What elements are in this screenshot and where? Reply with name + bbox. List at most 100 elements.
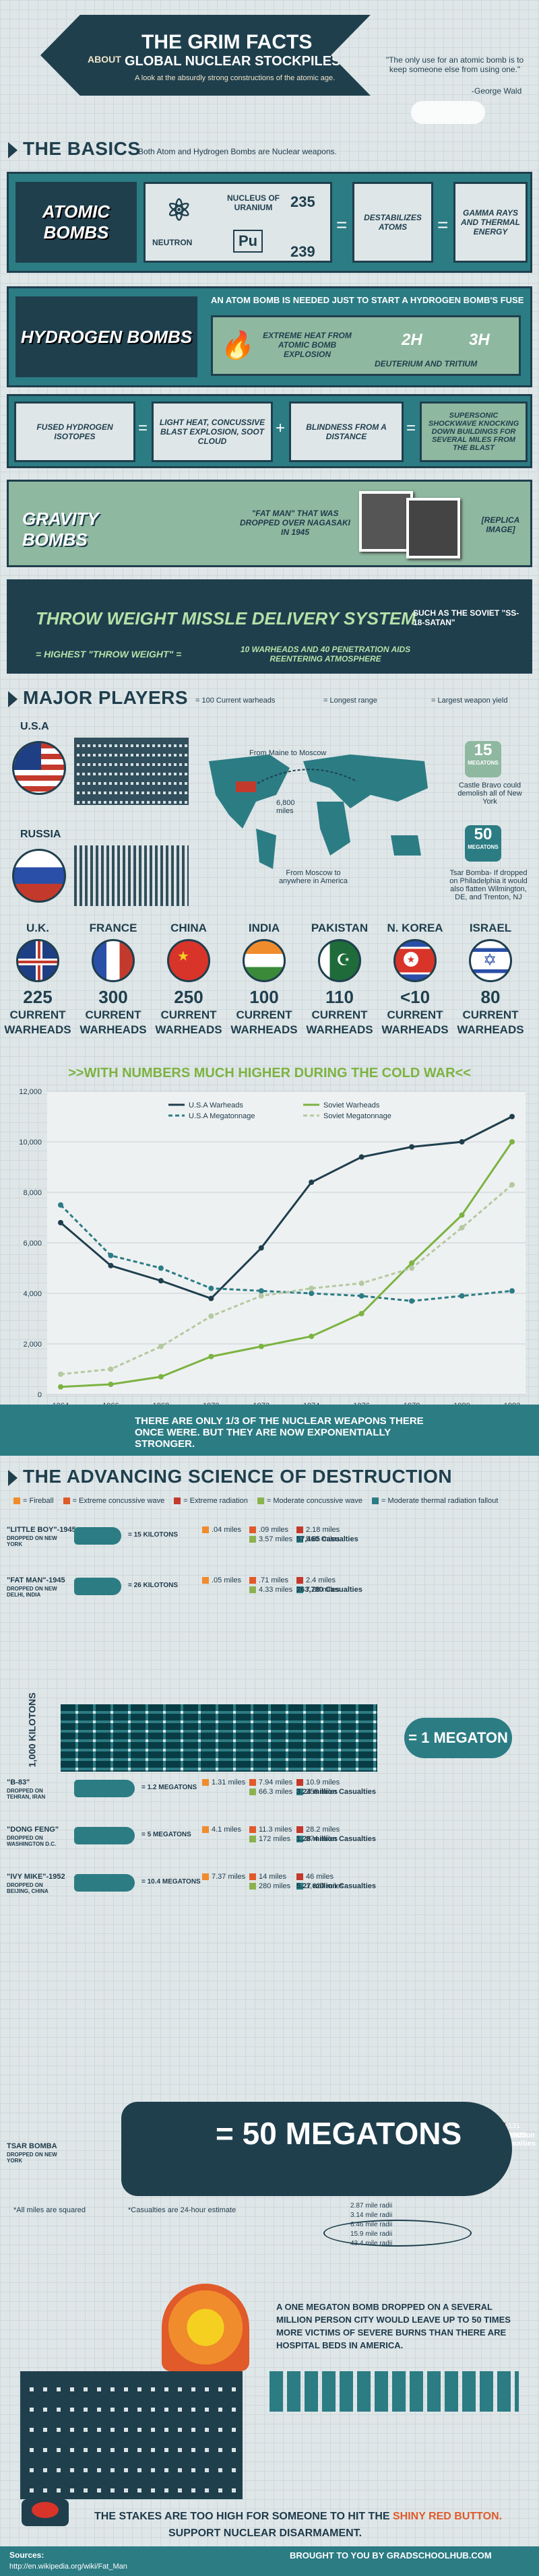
- bomb-value: 1.31 miles: [212, 1778, 246, 1786]
- fused-box: FUSED HYDROGEN ISOTOPES: [14, 401, 135, 462]
- bomb-value: 28.2 miles: [306, 1826, 340, 1834]
- value-swatch: [296, 1779, 303, 1786]
- bomb-yield: = 10.4 MEGATONS: [141, 1878, 201, 1886]
- gamma-text: GAMMA RAYS AND THERMAL ENERGY: [461, 208, 520, 236]
- throw-highest: = HIGHEST "THROW WEIGHT" =: [36, 649, 182, 659]
- tsar-bomb-shape: [121, 2102, 512, 2196]
- country-name: CHINA: [170, 922, 207, 934]
- value-swatch: [296, 1536, 303, 1543]
- plutonium-symbol: Pu: [233, 230, 263, 253]
- warheads-label: WARHEADS: [457, 1023, 524, 1036]
- light-text: LIGHT HEAT, CONCUSSIVE BLAST EXPLOSION, …: [159, 418, 265, 446]
- current-label: CURRENT: [9, 1008, 66, 1021]
- current-label: CURRENT: [85, 1008, 141, 1021]
- country-uk: U.K. 225 CURRENT WARHEADS: [4, 922, 71, 1037]
- series-line: [60, 1184, 513, 1376]
- destruction-title: THE ADVANCING SCIENCE OF DESTRUCTION: [8, 1466, 452, 1487]
- series-point: [208, 1353, 214, 1359]
- bomb-stat: 7.94 miles: [249, 1778, 292, 1786]
- legend-label: = Extreme concussive wave: [72, 1497, 165, 1505]
- miles-text: 6,800 miles: [276, 799, 295, 815]
- series-point: [358, 1154, 364, 1160]
- country-count: <10: [400, 987, 431, 1007]
- legend-swatch: [372, 1498, 379, 1505]
- source-link[interactable]: http://en.wikipedia.org/wiki/Fat_Man: [9, 2563, 127, 2571]
- footer: BROUGHT TO YOU BY GRADSCHOOLHUB.COM Sour…: [0, 2546, 539, 2576]
- series-point: [158, 1374, 164, 1380]
- india-flag: [243, 939, 286, 982]
- bomb-value: .71 miles: [259, 1576, 289, 1584]
- footnote-casualties: *Casualties are 24-hour estimate: [128, 2206, 236, 2214]
- stakes-line-1: THE STAKES ARE TOO HIGH FOR SOMEONE TO H…: [94, 2511, 502, 2523]
- bomb-stat: 258 miles: [296, 1788, 338, 1796]
- russia-flag: [12, 849, 66, 903]
- target-circles: [323, 2220, 472, 2247]
- value-swatch: [249, 1789, 256, 1796]
- bomb-casualties: 263,780 Casualties: [296, 1586, 362, 1594]
- country-name: ISRAEL: [469, 922, 512, 934]
- value-swatch: [249, 1779, 256, 1786]
- legend-item: = Extreme radiation: [174, 1497, 248, 1505]
- country-count: 110: [325, 987, 354, 1007]
- y-tick-label: 2,000: [23, 1341, 42, 1349]
- replica-text: [REPLICA IMAGE]: [481, 515, 520, 534]
- bomb-stat: .71 miles: [249, 1576, 288, 1584]
- bomb-where: DROPPED ON WASHINGTON D.C.: [7, 1835, 57, 1847]
- bomb-value: 10.9 miles: [306, 1778, 340, 1786]
- bomb-stat: 2.4 miles: [296, 1576, 336, 1584]
- bomb-stat: 11.3 miles: [249, 1826, 292, 1834]
- y-tick-label: 6,000: [23, 1239, 42, 1248]
- series-point: [409, 1298, 415, 1304]
- series-point: [208, 1295, 214, 1301]
- legend-item: = Fireball: [13, 1497, 54, 1505]
- fused-text: FUSED HYDROGEN ISOTOPES: [36, 422, 113, 441]
- bomb-value: 3.57 miles: [259, 1535, 293, 1543]
- bomb-value: .04 miles: [212, 1526, 242, 1534]
- radius-label: 3.14 mile radii: [350, 2212, 393, 2219]
- value-swatch: [202, 1526, 209, 1534]
- bomb-icon: [74, 1780, 135, 1797]
- bomb-name: "IVY MIKE"-1952: [7, 1873, 65, 1881]
- series-point: [108, 1382, 114, 1387]
- plutonium-239: 239: [290, 243, 315, 260]
- bomb-stat: 7.28 miles: [296, 1586, 340, 1594]
- bomb-stat: 1,620 miles: [296, 1882, 344, 1890]
- bomb-stat: 28.2 miles: [296, 1826, 340, 1834]
- value-swatch: [249, 1577, 256, 1584]
- usa-flag: [12, 741, 66, 795]
- series-point: [409, 1260, 415, 1266]
- legend-label: = Moderate thermal radiation fallout: [381, 1497, 499, 1505]
- nkorea-flag: ★: [393, 939, 437, 982]
- tsar-text: Tsar Bomba- If dropped on Philadelphia i…: [449, 869, 528, 901]
- one-megaton-text: A ONE MEGATON BOMB DROPPED ON A SEVERAL …: [276, 2302, 511, 2350]
- stakes-text: THE STAKES ARE TOO HIGH FOR SOMEONE TO H…: [94, 2511, 390, 2522]
- country-count: 300: [98, 987, 128, 1007]
- series-point: [509, 1288, 515, 1294]
- legend-label: Soviet Megatonnage: [323, 1112, 391, 1120]
- chart-title: >>WITH NUMBERS MUCH HIGHER DURING THE CO…: [68, 1066, 471, 1081]
- footer-brought: BROUGHT TO YOU BY GRADSCHOOLHUB.COM: [290, 2550, 492, 2561]
- bomb-value: 4.33 miles: [259, 1586, 293, 1594]
- kiloton-bombs-grid: [61, 1704, 377, 1772]
- bomb-casualties: 1.28 million Casualties: [296, 1835, 376, 1843]
- value-swatch: [202, 1779, 209, 1786]
- legend-swatch: [13, 1498, 20, 1505]
- fatman-text: "FAT MAN" THAT WAS DROPPED OVER NAGASAKI…: [239, 509, 351, 537]
- header-banner: ABOUT THE GRIM FACTS GLOBAL NUCLEAR STOC…: [40, 15, 371, 96]
- bomb-where: DROPPED ON NEW DELHI, INDIA: [7, 1586, 57, 1598]
- bomb-icon: [74, 1578, 121, 1595]
- series-point: [158, 1278, 164, 1284]
- value-swatch: [296, 1789, 303, 1796]
- series-point: [358, 1281, 364, 1286]
- world-map: [195, 741, 438, 876]
- series-point: [309, 1285, 315, 1291]
- bomb-value: 7.94 miles: [259, 1778, 293, 1786]
- bomb-name: "FAT MAN"-1945: [7, 1576, 65, 1584]
- bomb-stat: 14 miles: [249, 1873, 286, 1881]
- red-button-icon[interactable]: [22, 2499, 69, 2526]
- series-line: [60, 1116, 513, 1300]
- bomb-value: .09 miles: [259, 1526, 289, 1534]
- series-point: [108, 1366, 114, 1372]
- value-swatch: [249, 1536, 256, 1543]
- radius-label: 2.87 mile radii: [350, 2202, 393, 2210]
